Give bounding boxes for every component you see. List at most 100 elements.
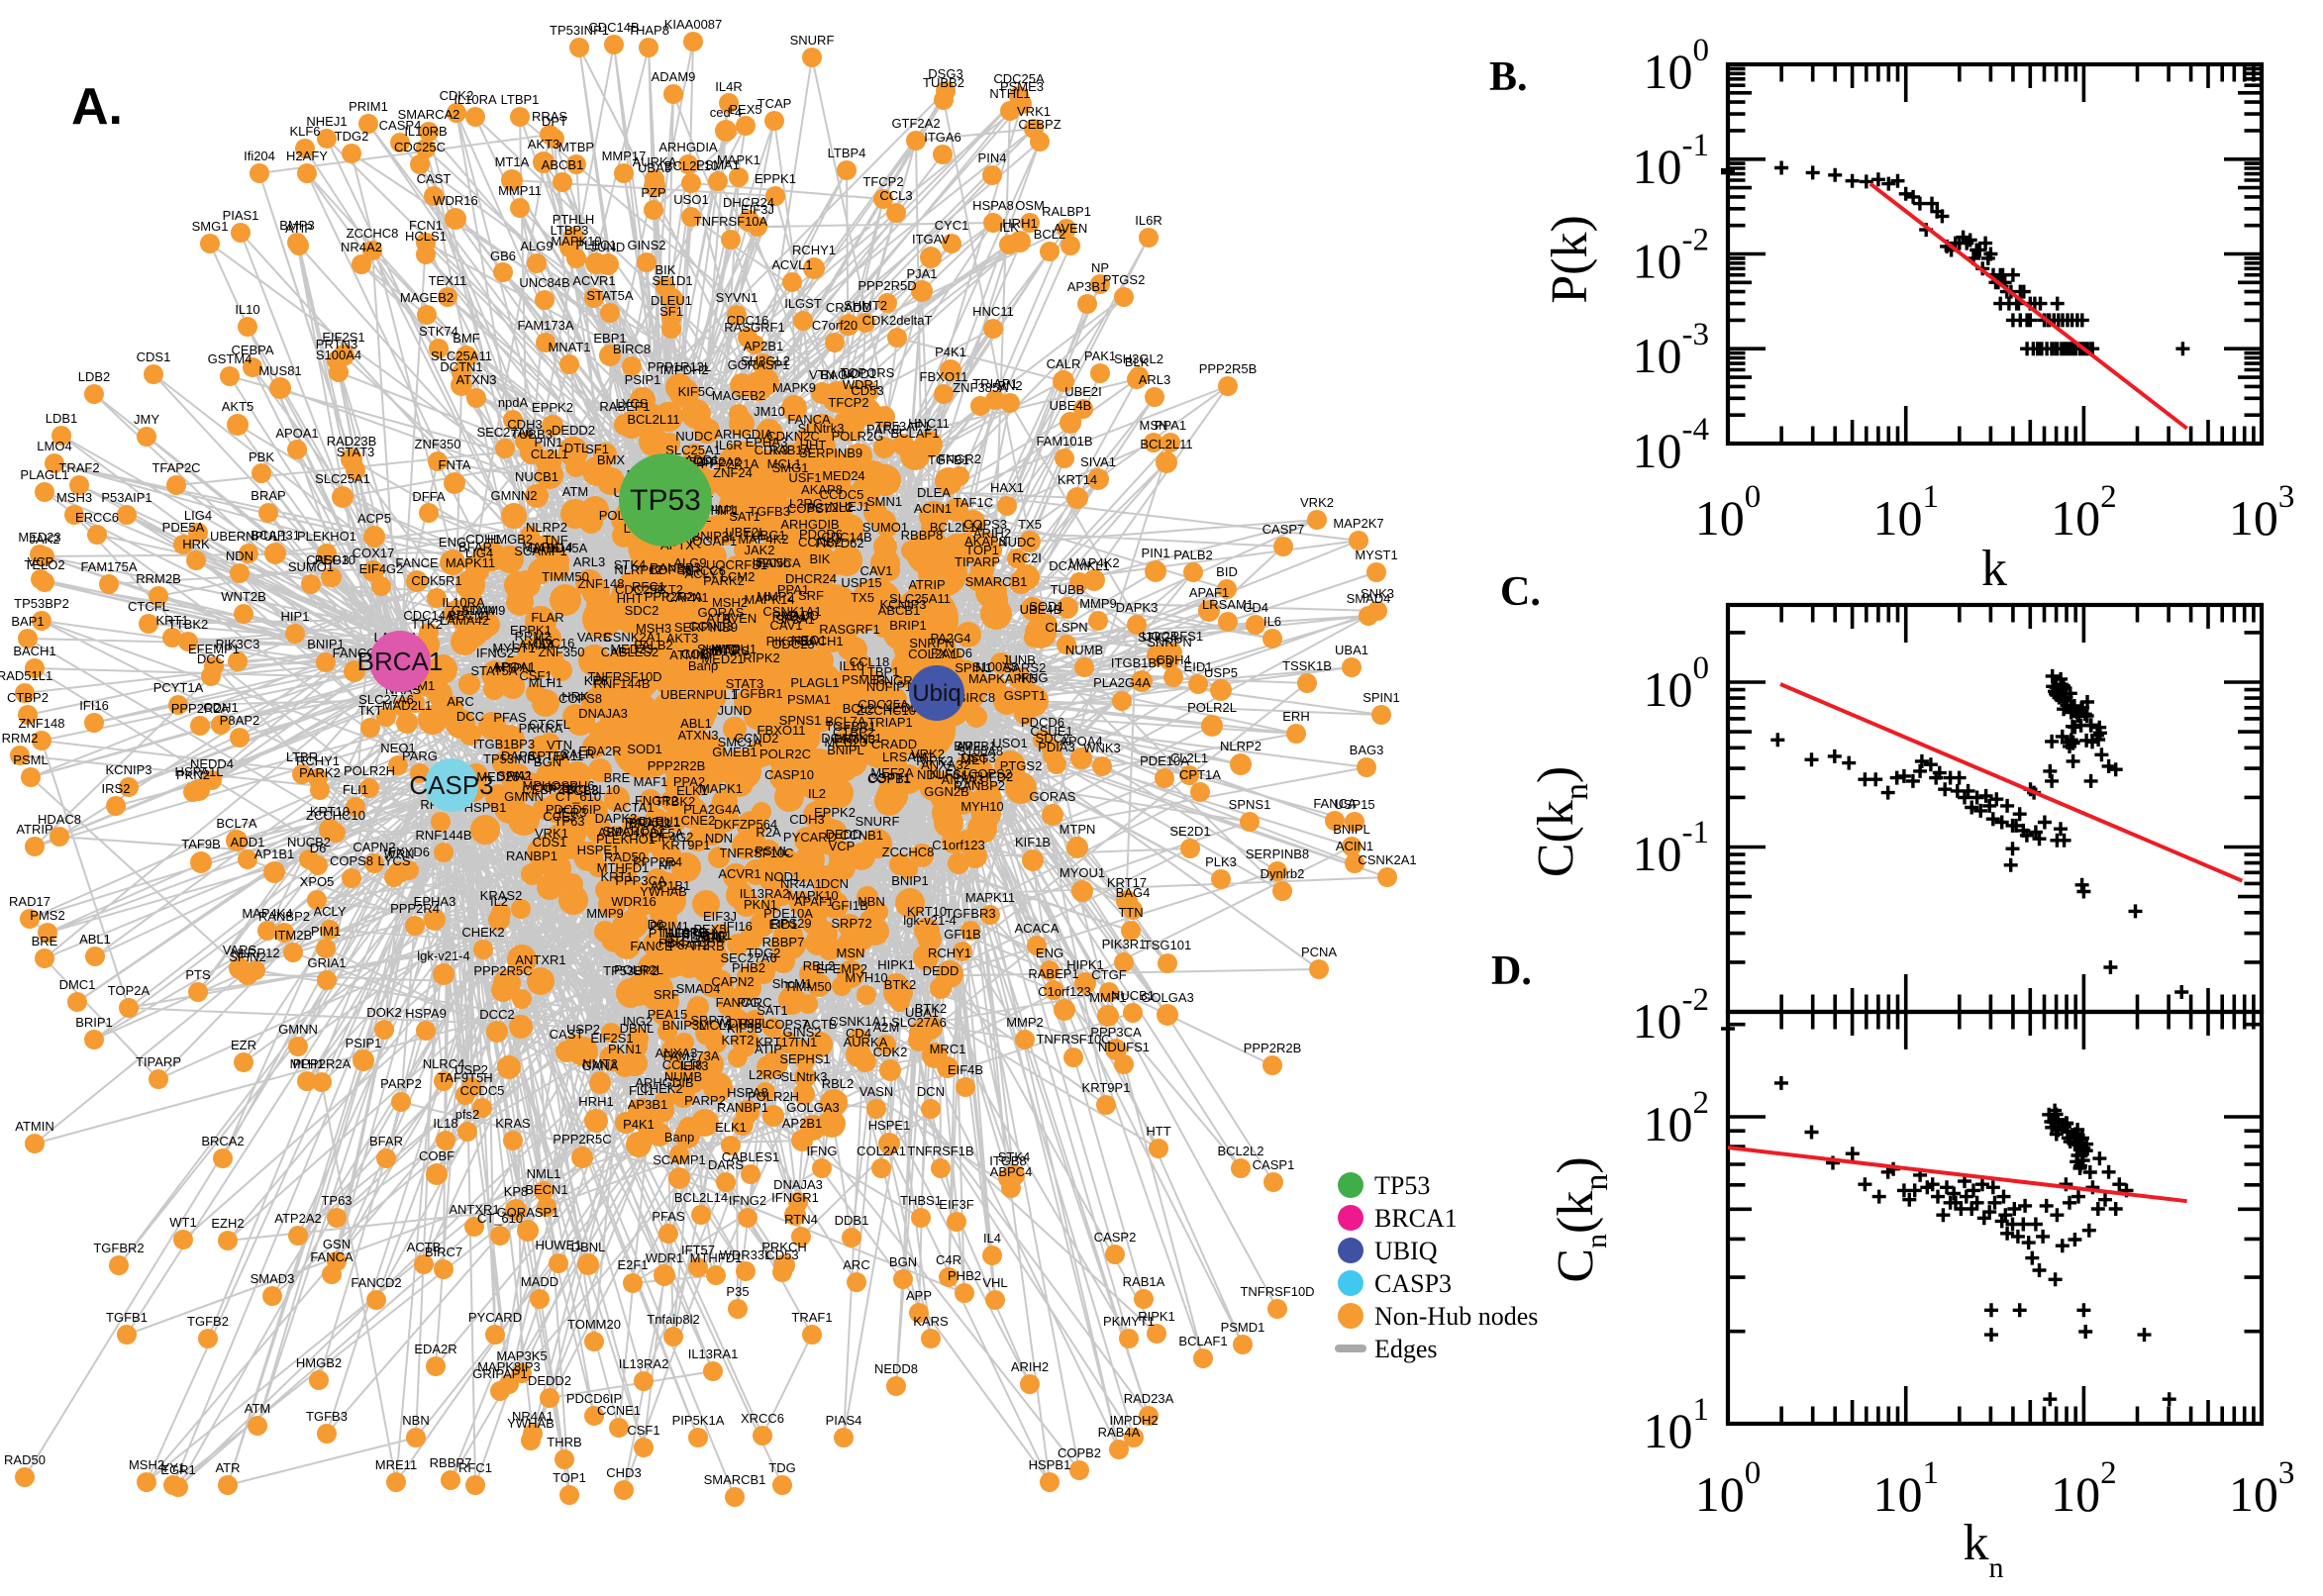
svg-text:ABPC4: ABPC4 bbox=[598, 825, 641, 840]
svg-text:BCL2L11: BCL2L11 bbox=[627, 412, 679, 427]
svg-text:ATXN3: ATXN3 bbox=[456, 372, 497, 387]
svg-text:UBE4B: UBE4B bbox=[1050, 398, 1092, 413]
svg-text:KIAA0087: KIAA0087 bbox=[664, 17, 723, 32]
svg-text:FANCA: FANCA bbox=[787, 412, 831, 427]
svg-text:FAM173A: FAM173A bbox=[517, 318, 573, 333]
svg-text:EPPK2: EPPK2 bbox=[532, 400, 573, 415]
svg-text:DCAMKL1: DCAMKL1 bbox=[821, 731, 881, 746]
svg-text:ADAM9: ADAM9 bbox=[652, 69, 696, 84]
svg-text:APOA1: APOA1 bbox=[275, 426, 318, 441]
svg-text:CHEK2: CHEK2 bbox=[640, 1081, 682, 1096]
svg-text:MYST1: MYST1 bbox=[1355, 548, 1397, 562]
svg-text:ZNF350: ZNF350 bbox=[415, 437, 461, 451]
svg-text:CDH3: CDH3 bbox=[507, 417, 542, 432]
svg-text:C4R: C4R bbox=[936, 1252, 961, 1267]
svg-text:BRE: BRE bbox=[604, 770, 631, 785]
svg-text:LTBP4: LTBP4 bbox=[828, 146, 866, 160]
svg-text:PAK1: PAK1 bbox=[1084, 349, 1116, 363]
svg-text:LYCS: LYCS bbox=[378, 853, 411, 868]
svg-text:YWHAB: YWHAB bbox=[640, 884, 687, 899]
svg-text:k: k bbox=[1981, 541, 2007, 597]
svg-text:ZCCHC8: ZCCHC8 bbox=[882, 845, 935, 859]
svg-text:CT_610: CT_610 bbox=[556, 789, 601, 804]
svg-text:BIK: BIK bbox=[810, 551, 831, 566]
svg-text:MUS81: MUS81 bbox=[258, 363, 301, 378]
svg-text:PBK: PBK bbox=[658, 936, 684, 950]
svg-text:KRT14: KRT14 bbox=[1058, 472, 1097, 487]
svg-text:PIP5K1A: PIP5K1A bbox=[672, 1413, 725, 1428]
svg-text:EBP1: EBP1 bbox=[593, 331, 626, 346]
svg-text:MMP9: MMP9 bbox=[586, 906, 624, 921]
svg-text:MSH3: MSH3 bbox=[636, 621, 671, 636]
svg-text:CDKN2C: CDKN2C bbox=[766, 429, 819, 444]
svg-text:CYC1: CYC1 bbox=[935, 218, 969, 233]
svg-text:NUDC: NUDC bbox=[675, 429, 713, 444]
svg-text:GFI1B: GFI1B bbox=[944, 927, 981, 942]
svg-text:IL6R: IL6R bbox=[715, 438, 742, 452]
svg-text:TP53INP1: TP53INP1 bbox=[483, 751, 543, 766]
svg-text:PFAS: PFAS bbox=[652, 1209, 685, 1224]
svg-text:CASP10: CASP10 bbox=[306, 552, 355, 567]
svg-text:PLEC1: PLEC1 bbox=[575, 238, 616, 252]
svg-text:SPNS1: SPNS1 bbox=[1229, 797, 1271, 812]
svg-text:PPP2R2A: PPP2R2A bbox=[171, 701, 230, 716]
svg-text:PA2G4: PA2G4 bbox=[931, 631, 971, 646]
svg-text:KRT17: KRT17 bbox=[1107, 875, 1147, 890]
svg-text:BCL2L2: BCL2L2 bbox=[807, 500, 854, 515]
svg-text:CAST: CAST bbox=[417, 171, 452, 186]
svg-text:TP63: TP63 bbox=[554, 814, 584, 829]
svg-text:TGFB3: TGFB3 bbox=[306, 1409, 348, 1424]
svg-text:ATMIN: ATMIN bbox=[669, 648, 708, 662]
svg-text:FANCE: FANCE bbox=[630, 939, 673, 953]
svg-text:RBBP7: RBBP7 bbox=[430, 1455, 472, 1470]
svg-text:CASP10: CASP10 bbox=[764, 767, 814, 782]
svg-text:MTBP: MTBP bbox=[558, 140, 594, 154]
svg-text:ITGB1BP3: ITGB1BP3 bbox=[473, 737, 535, 751]
svg-text:CEBPZ: CEBPZ bbox=[1018, 117, 1060, 132]
svg-text:UBIQ: UBIQ bbox=[1374, 1237, 1438, 1265]
svg-text:ITGAV: ITGAV bbox=[912, 232, 950, 247]
svg-text:RAB4A: RAB4A bbox=[772, 609, 815, 624]
svg-text:SMC1A: SMC1A bbox=[718, 735, 762, 749]
svg-text:P4K1: P4K1 bbox=[935, 345, 966, 359]
svg-text:ARC: ARC bbox=[843, 1257, 869, 1272]
svg-text:AKAP8: AKAP8 bbox=[964, 534, 1006, 549]
svg-text:MPHOSPH6: MPHOSPH6 bbox=[523, 778, 595, 793]
svg-text:ACACA: ACACA bbox=[1015, 921, 1060, 936]
svg-text:CDC14A: CDC14A bbox=[403, 608, 454, 623]
svg-text:RRM2: RRM2 bbox=[2, 731, 39, 746]
svg-text:WT1: WT1 bbox=[169, 1215, 196, 1230]
svg-text:WNT2B: WNT2B bbox=[221, 589, 266, 604]
svg-text:SERPINB9: SERPINB9 bbox=[799, 446, 862, 460]
svg-text:DTL: DTL bbox=[564, 441, 589, 455]
svg-text:PDE10A: PDE10A bbox=[763, 906, 813, 921]
svg-text:SPIN1: SPIN1 bbox=[955, 660, 992, 675]
svg-text:SDC2: SDC2 bbox=[1036, 731, 1070, 746]
svg-text:WDR33L: WDR33L bbox=[720, 1247, 772, 1262]
svg-text:SUMO1: SUMO1 bbox=[288, 559, 334, 574]
svg-text:LMO4: LMO4 bbox=[37, 439, 71, 453]
svg-text:COPS7: COPS7 bbox=[765, 1017, 809, 1032]
svg-text:PSMD1: PSMD1 bbox=[1221, 1320, 1265, 1335]
svg-text:PPP2R2A: PPP2R2A bbox=[645, 589, 703, 604]
svg-text:SLC25A1: SLC25A1 bbox=[665, 443, 721, 457]
svg-text:AP2B1: AP2B1 bbox=[957, 739, 996, 753]
svg-text:BCL2L2: BCL2L2 bbox=[1218, 1144, 1264, 1158]
svg-text:IMPDH2: IMPDH2 bbox=[1109, 1413, 1158, 1428]
svg-text:TP53BP2: TP53BP2 bbox=[603, 963, 658, 978]
svg-text:C1orf123: C1orf123 bbox=[932, 838, 984, 852]
svg-text:CDH3: CDH3 bbox=[789, 812, 824, 827]
svg-text:D6: D6 bbox=[310, 841, 327, 855]
svg-text:MED21: MED21 bbox=[701, 651, 744, 666]
svg-text:DKFZP564: DKFZP564 bbox=[714, 817, 777, 832]
svg-text:PRKRA: PRKRA bbox=[519, 721, 563, 736]
svg-text:DHCR24: DHCR24 bbox=[723, 195, 774, 210]
svg-text:HDAC8: HDAC8 bbox=[38, 812, 81, 827]
svg-text:NR4A1: NR4A1 bbox=[512, 1409, 554, 1424]
svg-text:PTGS2: PTGS2 bbox=[1103, 272, 1146, 287]
svg-text:ACTB: ACTB bbox=[803, 1017, 838, 1032]
svg-text:PYCARD: PYCARD bbox=[468, 1310, 522, 1325]
svg-text:BCL2: BCL2 bbox=[843, 701, 875, 716]
svg-text:RAB1A: RAB1A bbox=[769, 443, 812, 457]
svg-text:PCYT1A: PCYT1A bbox=[153, 680, 204, 695]
